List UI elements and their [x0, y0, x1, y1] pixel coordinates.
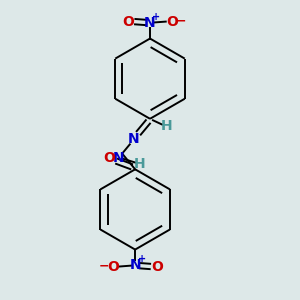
- Text: O: O: [122, 15, 134, 28]
- Text: −: −: [176, 14, 187, 27]
- Text: N: N: [129, 258, 141, 272]
- Text: O: O: [103, 151, 115, 165]
- Text: +: +: [152, 12, 160, 22]
- Text: H: H: [134, 157, 146, 171]
- Text: N: N: [128, 132, 140, 146]
- Text: N: N: [144, 16, 156, 30]
- Text: N: N: [113, 151, 124, 165]
- Text: −: −: [99, 259, 109, 272]
- Text: O: O: [107, 260, 119, 274]
- Text: O: O: [152, 260, 164, 274]
- Text: H: H: [160, 119, 172, 133]
- Text: O: O: [167, 15, 178, 28]
- Text: +: +: [138, 254, 146, 264]
